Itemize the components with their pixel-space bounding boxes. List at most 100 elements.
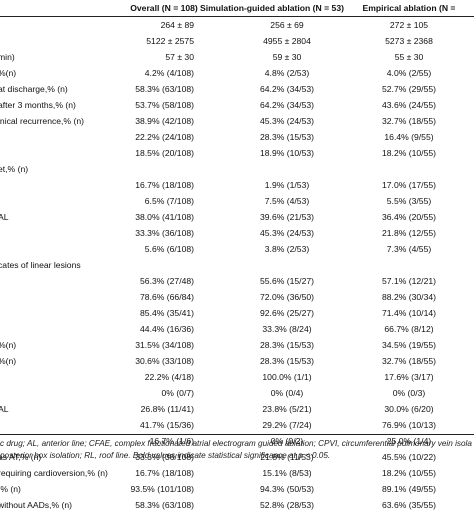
cell-overall: 22.2% (24/108) [128,129,200,145]
row-label: ,% (n) [0,481,128,497]
header-overall: Overall (N = 108) [128,0,200,17]
row-label [0,145,128,161]
cell-empirical: 63.6% (35/55) [344,497,474,513]
table-footnote: c drug; AL, anterior line; CFAE, complex… [0,434,474,462]
cell-simulation-guided: 39.6% (21/53) [200,209,344,225]
row-label [0,241,128,257]
cell-overall: 85.4% (35/41) [128,305,200,321]
cell-simulation-guided: 18.9% (10/53) [200,145,344,161]
cell-overall: 78.6% (66/84) [128,289,200,305]
cell-overall: 58.3% (63/108) [128,81,200,97]
cell-simulation-guided: 15.1% (8/53) [200,465,344,481]
cell-simulation-guided: 52.8% (28/53) [200,497,344,513]
cell-simulation-guided: 28.3% (15/53) [200,337,344,353]
cell-overall: 6.5% (7/108) [128,193,200,209]
header-simulation-guided: Simulation-guided ablation (N = 53) [200,0,344,17]
row-label: cates of linear lesions [0,257,128,273]
cell-simulation-guided: 92.6% (25/27) [200,305,344,321]
cell-empirical: 0% (0/3) [344,385,474,401]
cell-simulation-guided: 64.2% (34/53) [200,97,344,113]
row-label [0,305,128,321]
table-row: 0% (0/7)0% (0/4)0% (0/3) [0,385,474,401]
cell-empirical: 30.0% (6/20) [344,401,474,417]
cell-empirical: 4.0% (2/55) [344,65,474,81]
cell-overall: 0% (0/7) [128,385,200,401]
table-row: 5.6% (6/108)3.8% (2/53)7.3% (4/55) [0,241,474,257]
cell-simulation-guided: 256 ± 69 [200,17,344,34]
cell-empirical [344,257,474,273]
table-row: inical recurrence,% (n)38.9% (42/108)45.… [0,113,474,129]
row-label: %(n) [0,337,128,353]
row-label [0,417,128,433]
table-row: 22.2% (4/18)100.0% (1/1)17.6% (3/17) [0,369,474,385]
cell-empirical: 89.1% (49/55) [344,481,474,497]
row-label [0,385,128,401]
table-row: 33.3% (36/108)45.3% (24/53)21.8% (12/55) [0,225,474,241]
table-row: et,% (n) [0,161,474,177]
cell-empirical: 7.3% (4/55) [344,241,474,257]
cell-empirical: 18.2% (10/55) [344,145,474,161]
cell-empirical: 55 ± 30 [344,49,474,65]
table-row: 44.4% (16/36)33.3% (8/24)66.7% (8/12) [0,321,474,337]
table-row: 78.6% (66/84)72.0% (36/50)88.2% (30/34) [0,289,474,305]
cell-simulation-guided: 4955 ± 2804 [200,33,344,49]
table-row: %(n)30.6% (33/108)28.3% (15/53)32.7% (18… [0,353,474,369]
cell-empirical: 88.2% (30/34) [344,289,474,305]
row-label: at discharge,% (n) [0,81,128,97]
row-label [0,273,128,289]
cell-empirical: 17.6% (3/17) [344,369,474,385]
row-label: min) [0,49,128,65]
cell-simulation-guided: 29.2% (7/24) [200,417,344,433]
cell-overall: 31.5% (34/108) [128,337,200,353]
cell-empirical: 21.8% (12/55) [344,225,474,241]
row-label [0,177,128,193]
cell-empirical: 43.6% (24/55) [344,97,474,113]
cell-overall: 4.2% (4/108) [128,65,200,81]
cell-simulation-guided [200,161,344,177]
cell-overall: 56.3% (27/48) [128,273,200,289]
cell-simulation-guided: 45.3% (24/53) [200,113,344,129]
row-label: requiring cardioversion,% (n) [0,465,128,481]
table-row: 85.4% (35/41)92.6% (25/27)71.4% (10/14) [0,305,474,321]
cell-empirical: 18.2% (10/55) [344,465,474,481]
cell-empirical: 32.7% (18/55) [344,113,474,129]
table-row: 18.5% (20/108)18.9% (10/53)18.2% (10/55) [0,145,474,161]
cell-overall: 5122 ± 2575 [128,33,200,49]
cell-simulation-guided: 3.8% (2/53) [200,241,344,257]
cell-simulation-guided: 7.5% (4/53) [200,193,344,209]
cell-empirical: 71.4% (10/14) [344,305,474,321]
cell-simulation-guided: 45.3% (24/53) [200,225,344,241]
row-label: inical recurrence,% (n) [0,113,128,129]
row-label: %(n) [0,65,128,81]
cell-overall: 58.3% (63/108) [128,497,200,513]
cell-simulation-guided: 23.8% (5/21) [200,401,344,417]
header-empirical: Empirical ablation (N = [344,0,474,17]
row-label: without AADs,% (n) [0,497,128,513]
cell-overall: 57 ± 30 [128,49,200,65]
cell-overall: 41.7% (15/36) [128,417,200,433]
table-row: ,% (n)93.5% (101/108)94.3% (50/53)89.1% … [0,481,474,497]
cell-overall: 16.7% (18/108) [128,177,200,193]
cell-simulation-guided: 64.2% (34/53) [200,81,344,97]
cell-overall: 44.4% (16/36) [128,321,200,337]
row-label [0,129,128,145]
cell-empirical: 32.7% (18/55) [344,353,474,369]
cell-simulation-guided: 59 ± 30 [200,49,344,65]
row-label: %(n) [0,353,128,369]
table-row: 16.7% (18/108)1.9% (1/53)17.0% (17/55) [0,177,474,193]
cell-overall: 33.3% (36/108) [128,225,200,241]
row-label [0,33,128,49]
cell-overall [128,161,200,177]
cell-empirical: 36.4% (20/55) [344,209,474,225]
cell-empirical: 66.7% (8/12) [344,321,474,337]
cell-overall: 30.6% (33/108) [128,353,200,369]
cell-overall [128,257,200,273]
table-row: %(n)4.2% (4/108)4.8% (2/53)4.0% (2/55) [0,65,474,81]
cell-simulation-guided: 0% (0/4) [200,385,344,401]
cell-empirical: 17.0% (17/55) [344,177,474,193]
cell-simulation-guided: 4.8% (2/53) [200,65,344,81]
